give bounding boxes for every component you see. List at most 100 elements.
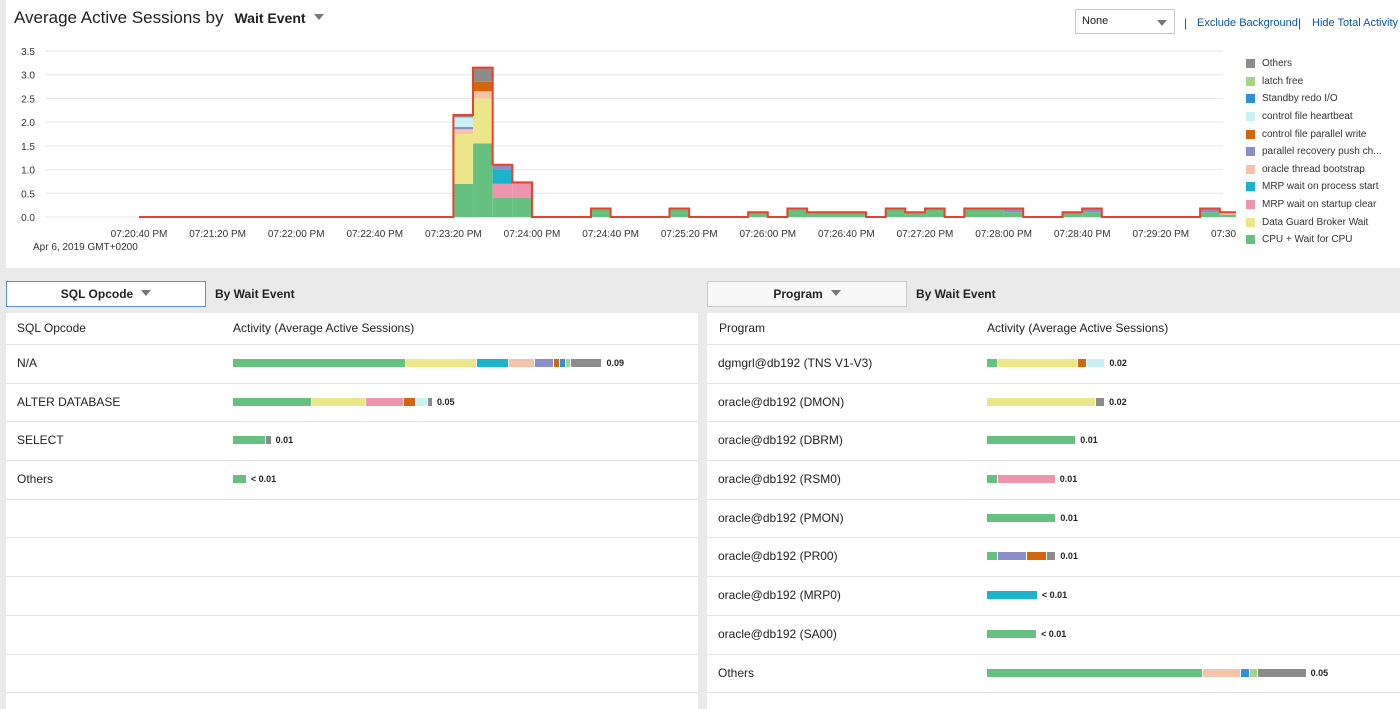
- table-row[interactable]: oracle@db192 (DMON) 0.02: [707, 384, 1400, 423]
- stack-segment[interactable]: [1082, 212, 1102, 217]
- table-row[interactable]: Others < 0.01: [6, 461, 698, 500]
- legend-item[interactable]: Standby redo I/O: [1246, 90, 1382, 108]
- stack-segment[interactable]: [1200, 208, 1220, 213]
- stack-segment[interactable]: [885, 208, 906, 217]
- activity-bar[interactable]: 0.09: [233, 358, 624, 368]
- stack-segment[interactable]: [453, 115, 474, 118]
- table-row[interactable]: oracle@db192 (DBRM) 0.01: [707, 422, 1400, 462]
- activity-chart[interactable]: 0.0 0.5 1.0 1.5 2.0 2.5 3.0 3.5 07:20:40 PM 07:21…: [6, 0, 1236, 262]
- stack-segment[interactable]: [590, 208, 611, 217]
- activity-bar[interactable]: 0.01: [233, 435, 293, 445]
- stack-segment[interactable]: [473, 143, 493, 217]
- x-tick-label: 07:20:40 PM: [111, 229, 168, 240]
- activity-bar-segment: [233, 436, 266, 445]
- legend-item[interactable]: oracle thread bootstrap: [1246, 161, 1382, 179]
- page-title: Average Active Sessions by: [14, 8, 224, 27]
- activity-bar-segment: [266, 436, 271, 445]
- stack-segment[interactable]: [453, 183, 474, 217]
- column-header-sql-opcode[interactable]: SQL Opcode: [17, 321, 86, 335]
- stack-segment[interactable]: [1219, 214, 1236, 217]
- table-row[interactable]: N/A 0.09: [6, 345, 698, 384]
- right-dimension-select[interactable]: Program: [707, 281, 907, 307]
- legend-swatch: [1246, 94, 1255, 104]
- legend-item[interactable]: Data Guard Broker Wait: [1246, 213, 1382, 231]
- table-row[interactable]: Others 0.05: [707, 655, 1400, 694]
- stack-segment[interactable]: [964, 208, 1004, 217]
- legend-item[interactable]: MRP wait on startup clear: [1246, 196, 1382, 214]
- activity-bar-segment: [477, 359, 509, 367]
- stack-segment[interactable]: [473, 98, 493, 144]
- column-header-activity[interactable]: Activity (Average Active Sessions): [987, 321, 1169, 335]
- activity-bar-segment: [1258, 668, 1306, 677]
- activity-bar[interactable]: 0.01: [987, 474, 1077, 484]
- legend-item[interactable]: parallel recovery push ch...: [1246, 143, 1382, 161]
- stack-segment[interactable]: [492, 164, 513, 170]
- hide-total-activity-link[interactable]: Hide Total Activity: [1312, 17, 1399, 29]
- stack-segment[interactable]: [512, 198, 532, 217]
- stack-segment[interactable]: [669, 208, 690, 217]
- stack-segment[interactable]: [1082, 208, 1102, 213]
- activity-bar[interactable]: 0.05: [233, 397, 455, 407]
- stack-segment[interactable]: [492, 183, 513, 199]
- activity-bar[interactable]: < 0.01: [233, 474, 276, 484]
- activity-bar-segment: [987, 475, 997, 484]
- stack-segment[interactable]: [453, 126, 474, 130]
- activity-bar-segment: [987, 552, 997, 561]
- activity-bar-segment: [404, 397, 416, 406]
- dimension-select[interactable]: Wait Event: [234, 10, 324, 26]
- legend-item[interactable]: CPU + Wait for CPU: [1246, 231, 1382, 249]
- stack-segment[interactable]: [1062, 212, 1083, 217]
- x-tick-label: 07:30:00 PM: [1211, 229, 1236, 240]
- exclude-background-link[interactable]: Exclude Background: [1197, 17, 1298, 29]
- stack-segment[interactable]: [1219, 212, 1236, 215]
- table-row[interactable]: oracle@db192 (PMON) 0.01: [707, 500, 1400, 539]
- stack-segment[interactable]: [473, 81, 493, 92]
- stack-segment[interactable]: [453, 129, 474, 134]
- activity-value: 0.05: [1310, 667, 1329, 678]
- stack-segment[interactable]: [925, 208, 945, 217]
- legend-item[interactable]: latch free: [1246, 73, 1382, 91]
- column-header-program[interactable]: Program: [719, 321, 766, 335]
- column-header-activity[interactable]: Activity (Average Active Sessions): [233, 321, 415, 335]
- table-row[interactable]: ALTER DATABASE 0.05: [6, 384, 698, 423]
- legend-label: parallel recovery push ch...: [1262, 146, 1382, 158]
- table-row[interactable]: oracle@db192 (PR00) 0.01: [707, 538, 1400, 578]
- stack-segment[interactable]: [453, 134, 474, 184]
- activity-bar[interactable]: 0.01: [987, 513, 1078, 523]
- legend-item[interactable]: control file heartbeat: [1246, 108, 1382, 126]
- activity-bar[interactable]: 0.02: [987, 397, 1127, 407]
- stack-segment[interactable]: [1003, 212, 1024, 217]
- filter-select[interactable]: None: [1075, 9, 1175, 34]
- stack-segment[interactable]: [492, 198, 513, 217]
- left-dimension-select[interactable]: SQL Opcode: [6, 281, 206, 307]
- stack-segment[interactable]: [1003, 208, 1024, 213]
- stack-segment[interactable]: [492, 169, 513, 184]
- table-row[interactable]: dgmgrl@db192 (TNS V1-V3) 0.02: [707, 345, 1400, 384]
- activity-bar-segment: [571, 359, 602, 367]
- stack-segment[interactable]: [807, 212, 867, 217]
- activity-bar[interactable]: 0.01: [987, 435, 1098, 445]
- y-tick-label: 2.5: [21, 94, 35, 105]
- stack-segment[interactable]: [905, 212, 925, 217]
- activity-bar[interactable]: < 0.01: [987, 629, 1066, 639]
- legend-item[interactable]: MRP wait on process start: [1246, 178, 1382, 196]
- legend-item[interactable]: Others: [1246, 55, 1382, 73]
- table-row[interactable]: oracle@db192 (MRP0) < 0.01: [707, 577, 1400, 616]
- stack-segment[interactable]: [473, 67, 493, 82]
- table-row[interactable]: SELECT 0.01: [6, 422, 698, 462]
- activity-bar[interactable]: 0.01: [987, 551, 1078, 561]
- stack-segment[interactable]: [748, 212, 768, 217]
- activity-bar[interactable]: 0.05: [987, 667, 1329, 678]
- activity-bar[interactable]: 0.02: [987, 358, 1127, 368]
- stack-segment[interactable]: [453, 117, 474, 127]
- legend-item[interactable]: control file parallel write: [1246, 125, 1382, 143]
- table-row[interactable]: oracle@db192 (SA00) < 0.01: [707, 616, 1400, 655]
- stack-segment[interactable]: [473, 91, 493, 99]
- stack-segment[interactable]: [512, 183, 532, 199]
- stack-segment[interactable]: [1200, 212, 1220, 217]
- table-row[interactable]: oracle@db192 (RSM0) 0.01: [707, 461, 1400, 500]
- row-label: ALTER DATABASE: [17, 394, 121, 409]
- activity-bar[interactable]: < 0.01: [987, 590, 1067, 600]
- stack-segment[interactable]: [787, 208, 808, 217]
- left-by-wait-event-label: By Wait Event: [215, 287, 295, 301]
